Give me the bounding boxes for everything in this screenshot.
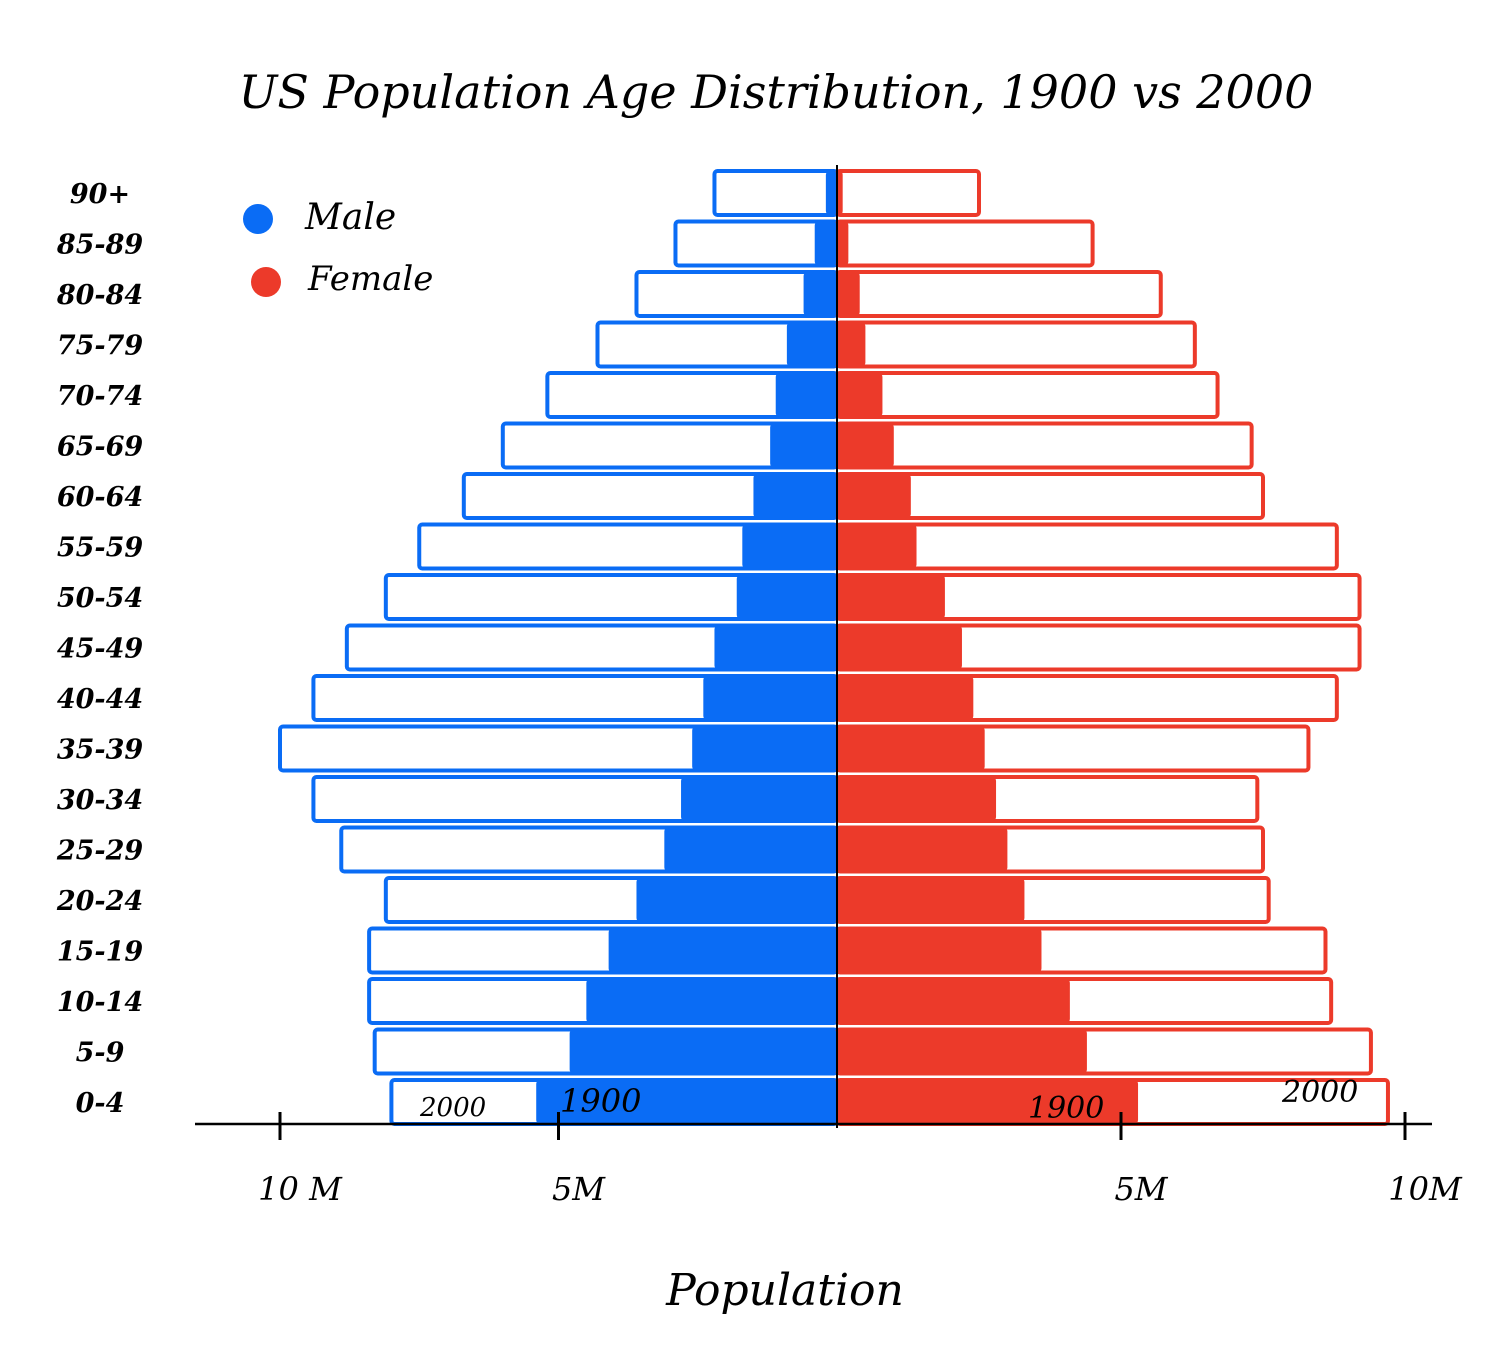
x-axis-ticks: 10 M 5M 5M 10M	[258, 1112, 1463, 1208]
bar-female-1900-0-4	[837, 1080, 1139, 1124]
bar-male-1900-60-64	[753, 474, 837, 518]
age-label-70-74: 70-74	[57, 381, 143, 412]
age-label-25-29: 25-29	[56, 836, 144, 867]
bar-female-1900-45-49	[837, 625, 962, 670]
bar-male-1900-10-14	[586, 979, 837, 1023]
bar-female-1900-65-69	[837, 423, 894, 468]
x-tick-label-0: 10 M	[258, 1170, 343, 1208]
marker-female-1900: 1900	[1028, 1091, 1104, 1126]
bar-male-1900-90+	[825, 171, 837, 215]
x-tick-label-3: 10M	[1388, 1170, 1463, 1208]
age-label-60-64: 60-64	[57, 482, 143, 513]
age-label-50-54: 50-54	[57, 583, 143, 614]
legend-swatch-male	[243, 204, 273, 234]
age-label-5-9: 5-9	[76, 1038, 125, 1069]
age-label-55-59: 55-59	[57, 533, 144, 564]
age-label-40-44: 40-44	[57, 684, 143, 715]
legend-swatch-female	[251, 267, 281, 297]
age-label-30-34: 30-34	[57, 785, 143, 816]
bar-male-1900-65-69	[770, 423, 837, 468]
bar-male-1900-35-39	[692, 726, 837, 771]
age-label-80-84: 80-84	[56, 280, 143, 311]
x-tick-label-1: 5M	[552, 1170, 606, 1208]
bar-female-2000-75-79	[835, 320, 1197, 369]
age-label-10-14: 10-14	[57, 987, 143, 1018]
bar-male-1900-85-89	[814, 221, 837, 266]
age-group-labels: 0-4 5-9 10-14 15-19 20-24 25-29 30-34 35-39 40-4…	[56, 179, 144, 1119]
age-label-65-69: 65-69	[57, 432, 144, 463]
chart-title: US Population Age Distribution, 1900 vs …	[239, 65, 1314, 119]
bar-female-1900-55-59	[837, 524, 917, 569]
bar-male-2000-85-89	[673, 219, 839, 268]
age-label-45-49: 45-49	[57, 634, 144, 665]
marker-male-1900: 1900	[560, 1082, 641, 1120]
bar-male-1900-0-4	[536, 1080, 837, 1124]
bar-male-1900-50-54	[736, 575, 837, 619]
bar-female-1900-20-24	[837, 878, 1025, 922]
bar-female-2000-65-69	[835, 421, 1254, 470]
bar-female-1900-30-34	[837, 777, 997, 821]
bar-male-1900-25-29	[664, 827, 837, 872]
age-label-15-19: 15-19	[57, 937, 144, 968]
bar-female-1900-85-89	[837, 221, 849, 266]
bar-male-2000-90+	[712, 169, 840, 217]
bars-1900-filled	[536, 171, 1139, 1124]
bar-female-1900-25-29	[837, 827, 1008, 872]
bar-female-1900-5-9	[837, 1029, 1087, 1074]
bar-female-2000-90+	[835, 169, 981, 217]
bar-male-1900-5-9	[569, 1029, 837, 1074]
bar-female-1900-80-84	[837, 272, 860, 316]
legend: Male Female	[243, 197, 433, 299]
bar-male-1900-80-84	[803, 272, 837, 316]
marker-female-2000: 2000	[1281, 1075, 1358, 1110]
bar-female-1900-35-39	[837, 726, 985, 771]
age-label-85-89: 85-89	[56, 230, 144, 261]
bar-male-1900-15-19	[608, 928, 837, 973]
legend-label-female: Female	[307, 259, 433, 299]
bar-female-2000-70-74	[835, 371, 1220, 419]
bar-male-1900-70-74	[775, 373, 837, 417]
bar-female-2000-85-89	[835, 219, 1095, 268]
age-label-75-79: 75-79	[57, 331, 144, 362]
bar-female-1900-90+	[837, 171, 843, 215]
age-label-90+: 90+	[70, 179, 130, 210]
bar-female-1900-75-79	[837, 322, 866, 367]
bar-female-1900-10-14	[837, 979, 1070, 1023]
bar-male-1900-45-49	[714, 625, 837, 670]
age-label-0-4: 0-4	[76, 1088, 125, 1119]
bar-female-1900-40-44	[837, 676, 974, 720]
x-tick-label-2: 5M	[1114, 1170, 1168, 1208]
bar-male-1900-55-59	[742, 524, 837, 569]
bar-female-1900-60-64	[837, 474, 911, 518]
legend-label-male: Male	[304, 197, 396, 238]
marker-male-2000: 2000	[419, 1093, 486, 1123]
bar-male-1900-75-79	[786, 322, 837, 367]
bar-male-1900-40-44	[703, 676, 837, 720]
bar-female-2000-80-84	[835, 270, 1163, 318]
age-label-20-24: 20-24	[56, 886, 143, 917]
bar-male-1900-30-34	[681, 777, 837, 821]
x-axis-label: Population	[665, 1265, 904, 1316]
bar-female-1900-50-54	[837, 575, 945, 619]
bar-female-1900-15-19	[837, 928, 1042, 973]
bar-female-1900-70-74	[837, 373, 883, 417]
age-label-35-39: 35-39	[57, 735, 144, 766]
bar-male-1900-20-24	[636, 878, 837, 922]
